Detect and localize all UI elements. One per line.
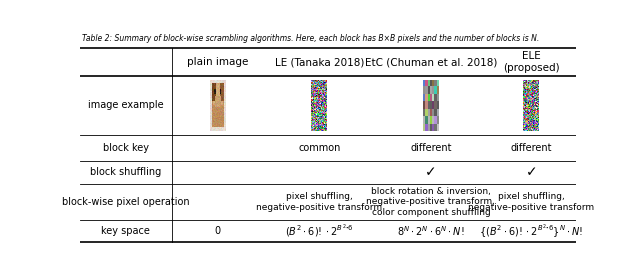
- Text: pixel shuffling,
negative-positive transform: pixel shuffling, negative-positive trans…: [468, 192, 595, 212]
- Text: common: common: [298, 143, 340, 153]
- Text: pixel shuffling,
negative-positive transform: pixel shuffling, negative-positive trans…: [256, 192, 382, 212]
- Text: different: different: [410, 143, 452, 153]
- Text: block rotation & inversion,
negative-positive transform,
color component shuffli: block rotation & inversion, negative-pos…: [367, 187, 495, 217]
- Text: $8^N \cdot 2^N \cdot 6^N \cdot N!$: $8^N \cdot 2^N \cdot 6^N \cdot N!$: [397, 224, 465, 238]
- Text: image example: image example: [88, 101, 164, 111]
- Text: ✓: ✓: [525, 165, 537, 179]
- Text: key space: key space: [102, 226, 150, 236]
- Text: $\{(B^2 \cdot 6)! \cdot 2^{B^2 \mathbf{\cdot} 6}\}^N \cdot N!$: $\{(B^2 \cdot 6)! \cdot 2^{B^2 \mathbf{\…: [479, 223, 584, 240]
- Text: $(B^2 \cdot 6)! \cdot 2^{B^2 \mathbf{\cdot} 6}$: $(B^2 \cdot 6)! \cdot 2^{B^2 \mathbf{\cd…: [285, 223, 354, 239]
- Text: block key: block key: [103, 143, 149, 153]
- Text: block-wise pixel operation: block-wise pixel operation: [62, 197, 189, 207]
- Text: EtC (Chuman et al. 2018): EtC (Chuman et al. 2018): [365, 57, 497, 67]
- Text: plain image: plain image: [187, 57, 248, 67]
- Text: block shuffling: block shuffling: [90, 167, 161, 177]
- Text: ✓: ✓: [425, 165, 436, 179]
- Text: 0: 0: [214, 226, 221, 236]
- Text: different: different: [511, 143, 552, 153]
- Text: Table 2: Summary of block-wise scrambling algorithms. Here, each block has B×B p: Table 2: Summary of block-wise scramblin…: [83, 34, 540, 43]
- Text: ELE
(proposed): ELE (proposed): [503, 52, 559, 73]
- Text: LE (Tanaka 2018): LE (Tanaka 2018): [275, 57, 364, 67]
